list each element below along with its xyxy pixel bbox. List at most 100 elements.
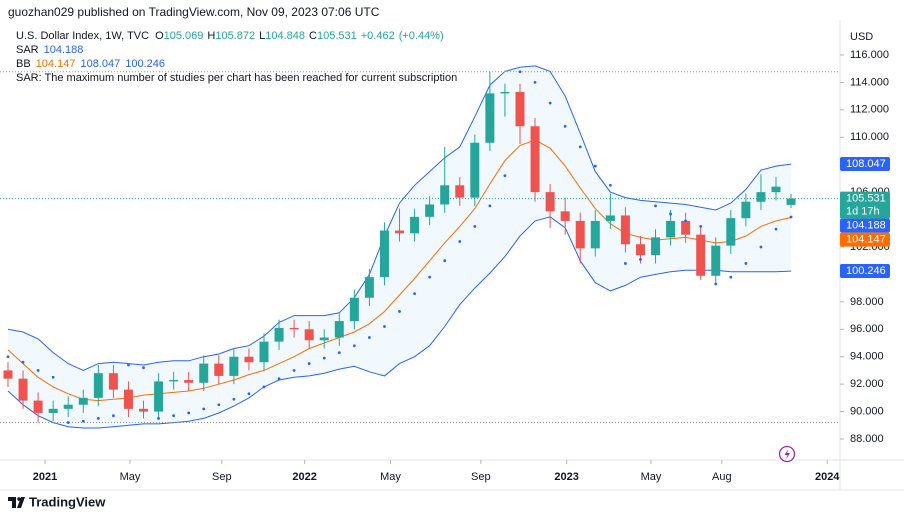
price-badge-label: 104.188 <box>846 219 886 231</box>
candle-body <box>289 327 299 330</box>
legend-key: O <box>155 30 164 42</box>
publisher-line: guozhan029 published on TradingView.com,… <box>8 5 380 19</box>
sar-dot <box>684 219 688 223</box>
logo-shape <box>8 497 25 508</box>
legend-bb-upper: 108.047 <box>80 58 120 70</box>
sar-dot <box>639 257 642 261</box>
legend-sar-value: 104.188 <box>44 44 84 56</box>
sar-dot <box>292 369 296 372</box>
sar-dot <box>337 351 341 355</box>
sar-dot <box>578 145 582 149</box>
sar-dot <box>398 310 401 313</box>
candle-body <box>440 185 450 205</box>
sar-dot <box>247 392 251 396</box>
candle-body <box>651 237 661 256</box>
candle-body <box>154 381 164 412</box>
sar-dot <box>307 362 311 365</box>
y-tick-label: 96.000 <box>850 323 884 335</box>
legend-bb-basis: 104.147 <box>36 58 76 70</box>
price-badge-label: 108.047 <box>846 158 886 170</box>
candle-body <box>244 356 254 363</box>
sar-dot <box>789 215 793 219</box>
price-badge <box>840 218 890 233</box>
candle-body <box>395 230 405 234</box>
candle-body <box>575 220 585 249</box>
alert-bolt <box>784 449 790 460</box>
candle-body <box>515 92 525 127</box>
sar-dot <box>533 81 537 84</box>
alert-icon <box>778 445 796 463</box>
sar-dot <box>322 356 326 360</box>
candle-body <box>349 297 359 322</box>
logo-dot <box>17 497 21 501</box>
legend-sar-name: SAR <box>16 44 39 56</box>
candle-body <box>500 92 510 94</box>
sar-dot <box>518 70 522 74</box>
x-tick-label: Aug <box>712 471 732 483</box>
legend-change: +0.462 <box>361 30 395 42</box>
countdown-label: 1d 17h <box>846 205 880 217</box>
candle-body <box>319 337 329 341</box>
candle-body <box>545 192 555 212</box>
sar-dot <box>729 275 733 279</box>
legend-value: 105.872 <box>215 30 255 42</box>
sar-dot <box>383 325 386 328</box>
candle-body <box>605 215 615 221</box>
sar-dot <box>669 212 672 216</box>
y-tick-label: 94.000 <box>850 351 884 363</box>
candle-body <box>169 380 179 382</box>
candle-body <box>560 211 570 221</box>
legend-value: 104.848 <box>265 30 305 42</box>
candle-body <box>334 321 344 338</box>
candle-body <box>771 186 781 193</box>
candle-body <box>229 356 239 376</box>
legend-value: 105.069 <box>164 30 204 42</box>
sar-dot <box>232 397 236 401</box>
price-badge-label: 104.147 <box>846 233 886 245</box>
candle-body <box>590 220 600 249</box>
sar-dot <box>142 366 145 370</box>
candle-body <box>63 404 73 409</box>
sar-dot <box>774 227 778 231</box>
x-tick-label: 2021 <box>33 471 57 483</box>
sar-dot <box>488 204 492 208</box>
plot-area <box>0 65 840 429</box>
sar-dot <box>413 292 416 296</box>
candle-body <box>681 220 691 235</box>
sar-dot <box>352 344 356 348</box>
candle-body <box>48 408 58 413</box>
y-tick-label: 92.000 <box>850 378 884 390</box>
candle-body <box>108 373 118 390</box>
candle-body <box>379 230 389 278</box>
candle-body <box>410 216 420 234</box>
sar-dot <box>593 164 597 168</box>
sar-dot <box>654 204 657 208</box>
price-badge <box>840 232 890 247</box>
x-tick-label: May <box>380 471 401 483</box>
candle-body <box>666 220 676 238</box>
legend-change-pct: (+0.44%) <box>399 30 444 42</box>
sar-dot <box>96 417 100 420</box>
bb-fill <box>8 65 792 429</box>
candle-body <box>199 363 209 383</box>
candle-body <box>33 400 43 413</box>
sar-dot <box>157 417 160 420</box>
currency-label: USD <box>850 31 873 43</box>
price-badge-label: 100.246 <box>846 265 886 277</box>
candle-body <box>3 370 13 379</box>
y-tick-label: 114.000 <box>850 76 889 88</box>
legend-ohlc: U.S. Dollar Index, 1W, TVC O105.069 H105.8… <box>16 30 444 42</box>
y-tick-label: 90.000 <box>850 405 884 417</box>
y-tick-label: 88.000 <box>850 433 884 445</box>
candle-body <box>470 142 480 198</box>
legend-symbol: U.S. Dollar Index, 1W, TVC <box>16 30 149 42</box>
legend-key: L <box>259 30 265 42</box>
candle-body <box>741 201 751 219</box>
sar-dot <box>111 414 115 418</box>
candle-body <box>259 341 269 363</box>
sar-dot <box>217 403 221 407</box>
price-badge <box>840 264 890 279</box>
candle-body <box>786 198 796 205</box>
